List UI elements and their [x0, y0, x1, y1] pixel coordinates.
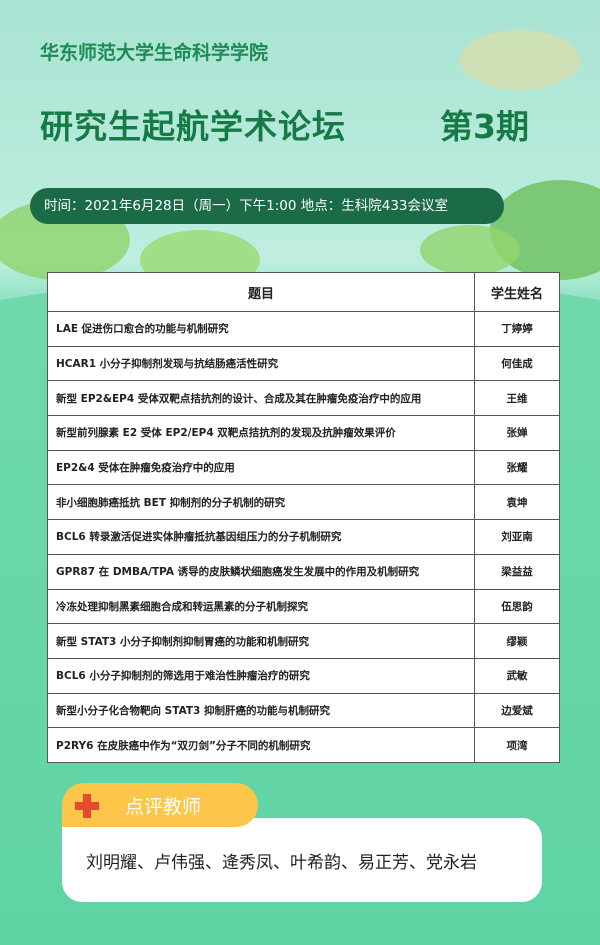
table-row: LAE 促进伤口愈合的功能与机制研究 丁婷婷	[47, 311, 560, 347]
table-row: EP2&4 受体在肿瘤免疫治疗中的应用 张耀	[47, 449, 560, 486]
student-name: 袁坤	[474, 484, 560, 521]
student-name: 王维	[474, 380, 560, 417]
table-row: P2RY6 在皮肤癌中作为“双刃剑”分子不同的机制研究 项湾	[47, 727, 560, 763]
student-name: 刘亚南	[474, 519, 560, 555]
table-row: 新型 STAT3 小分子抑制剂抑制胃癌的功能和机制研究 缪颖	[47, 623, 560, 659]
table-row: 新型小分子化合物靶向 STAT3 抑制肝癌的功能与机制研究 边爱斌	[47, 692, 560, 729]
reviewer-box	[62, 818, 542, 902]
table-row: GPR87 在 DMBA/TPA 诱导的皮肤鳞状细胞癌发生发展中的作用及机制研究…	[47, 553, 560, 590]
student-name: 武敏	[474, 657, 560, 694]
icon	[75, 794, 99, 818]
topic: BCL6 小分子抑制剂的筛选用于难治性肿瘤治疗的研究	[47, 657, 475, 694]
topic: GPR87 在 DMBA/TPA 诱导的皮肤鳞状细胞癌发生发展中的作用及机制研究	[47, 553, 475, 590]
student-name: 张耀	[474, 449, 560, 486]
student-name: 项湾	[474, 727, 560, 763]
student-name: 梁益益	[474, 553, 560, 590]
student-name: 伍思韵	[474, 588, 560, 625]
reviewer-label: 点评教师	[125, 796, 202, 818]
topic: 新型 STAT3 小分子抑制剂抑制胃癌的功能和机制研究	[47, 623, 475, 659]
table-row: BCL6 转录激活促进实体肿瘤抵抗基因组压力的分子机制研究 刘亚南	[47, 519, 560, 555]
topic: 冷冻处理抑制黑素细胞合成和转运黑素的分子机制探究	[47, 588, 475, 625]
topic: EP2&4 受体在肿瘤免疫治疗中的应用	[47, 449, 475, 486]
table-row: 冷冻处理抑制黑素细胞合成和转运黑素的分子机制探究 伍思韵	[47, 588, 560, 625]
table-row: HCAR1 小分子抑制剂发现与抗结肠癌活性研究 何佳成	[47, 345, 560, 382]
student-name: 张婵	[474, 415, 560, 451]
column-header: 学生姓名	[474, 272, 560, 312]
topic: 新型前列腺素 E2 受体 EP2/EP4 双靶点拮抗剂的发现及抗肿瘤效果评价	[47, 415, 475, 451]
topic: 新型小分子化合物靶向 STAT3 抑制肝癌的功能与机制研究	[47, 692, 475, 729]
organization: 华东师范大学生命科学学院	[40, 42, 269, 64]
table-row: BCL6 小分子抑制剂的筛选用于难治性肿瘤治疗的研究 武敏	[47, 657, 560, 694]
title: 研究生起航学术论坛	[40, 107, 346, 146]
student-name: 丁婷婷	[474, 311, 560, 347]
topic: 非小细胞肺癌抵抗 BET 抑制剂的分子机制的研究	[47, 484, 475, 521]
topic: P2RY6 在皮肤癌中作为“双刃剑”分子不同的机制研究	[47, 727, 475, 763]
topic: 新型 EP2&EP4 受体双靶点拮抗剂的设计、合成及其在肿瘤免疫治疗中的应用	[47, 380, 475, 417]
table-row: 新型前列腺素 E2 受体 EP2/EP4 双靶点拮抗剂的发现及抗肿瘤效果评价 张婵	[47, 415, 560, 451]
schedule-table: 题目 学生姓名 LAE 促进伤口愈合的功能与机制研究 丁婷婷 HCAR1 小分子抑制剂发…	[47, 272, 560, 763]
student-name: 何佳成	[474, 345, 560, 382]
student-name: 边爱斌	[474, 692, 560, 729]
table-row: 新型 EP2&EP4 受体双靶点拮抗剂的设计、合成及其在肿瘤免疫治疗中的应用 王维	[47, 380, 560, 417]
table-row: 非小细胞肺癌抵抗 BET 抑制剂的分子机制的研究 袁坤	[47, 484, 560, 521]
topic: BCL6 转录激活促进实体肿瘤抵抗基因组压力的分子机制研究	[47, 519, 475, 555]
student-name: 缪颖	[474, 623, 560, 659]
column-header: 题目	[47, 272, 475, 312]
info-banner: 时间：2021年6月28日（周一）下午1:00 地点：生科院433会议室	[30, 188, 504, 224]
topic: HCAR1 小分子抑制剂发现与抗结肠癌活性研究	[47, 345, 475, 382]
reviewer-names: 刘明耀、卢伟强、逄秀凤、叶希韵、易正芳、党永岩	[86, 853, 477, 873]
issue: 第3期	[440, 107, 529, 146]
topic: LAE 促进伤口愈合的功能与机制研究	[47, 311, 475, 347]
